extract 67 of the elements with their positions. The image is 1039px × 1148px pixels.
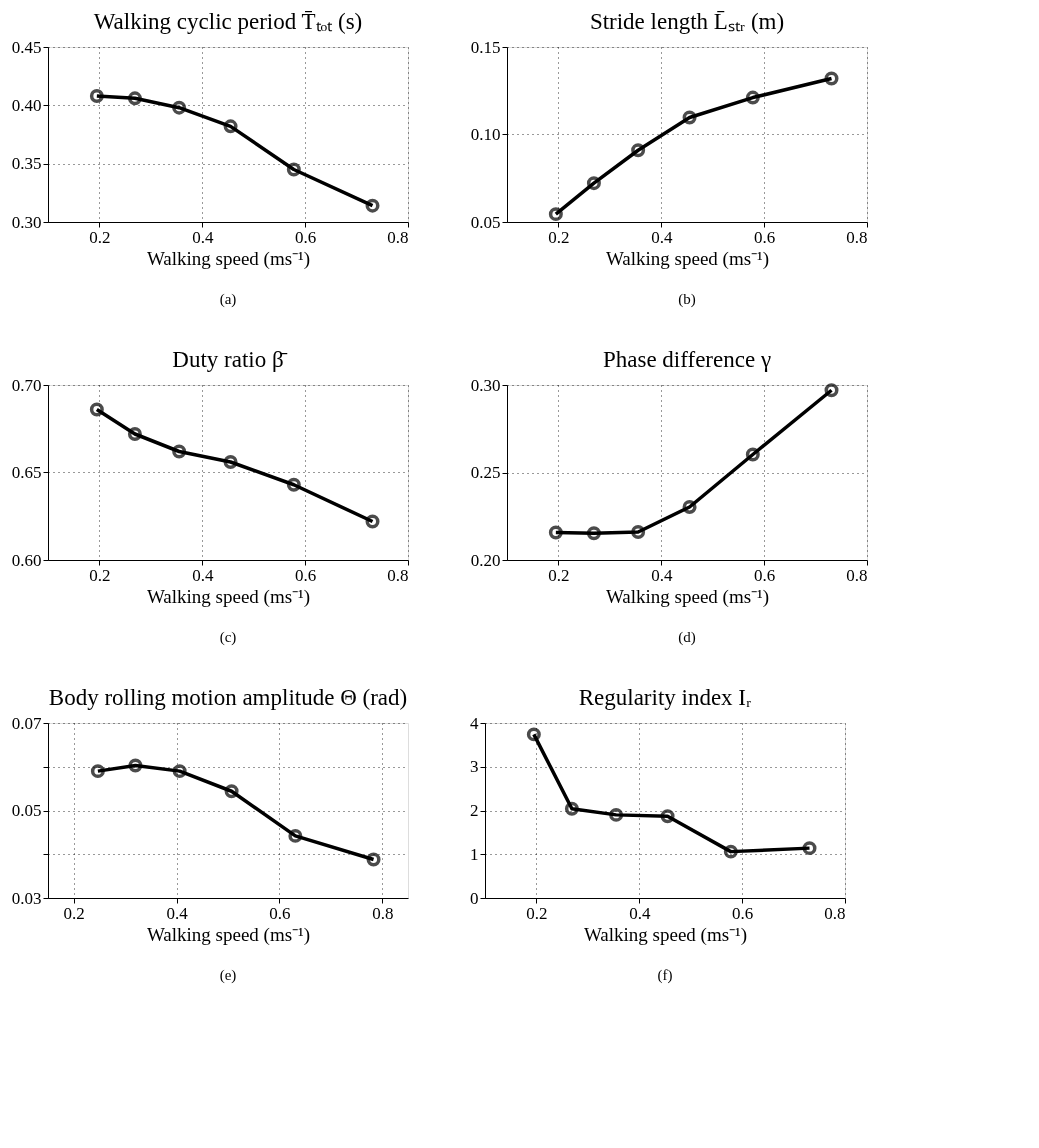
- x-axis-title: Walking speed (ms⁻¹): [605, 585, 770, 608]
- x-tick-label: 0.2: [548, 227, 570, 247]
- y-tick-label: 0.05: [11, 801, 42, 820]
- text: (e): [219, 967, 237, 984]
- y-tick-label: 0.45: [11, 37, 42, 57]
- chart-title: Duty ratio β̄: [172, 347, 288, 372]
- text: (d): [678, 629, 696, 646]
- text: (b): [678, 291, 696, 308]
- point: [224, 784, 239, 799]
- y-tick-label: 0.10: [470, 125, 501, 144]
- x-axis-title: Walking speed (ms⁻¹): [605, 247, 770, 270]
- y-tick-label: 0.20: [470, 550, 501, 570]
- x-tick-label: 0.4: [192, 227, 214, 247]
- y-tick-label: 0.25: [470, 463, 501, 482]
- y-tick-label: 1: [470, 844, 479, 864]
- chart-title: Stride length L̄ₛₜᵣ (m): [589, 9, 785, 34]
- y-tick-label: 0.07: [11, 713, 42, 733]
- y-tick-label: 0.65: [11, 463, 42, 482]
- y-tick-label: 4: [470, 713, 479, 733]
- chart-title: Walking cyclic period T̄ₜₒₜ (s): [93, 9, 363, 34]
- chart-title: Phase difference γ: [602, 347, 772, 372]
- x-tick-label: 0.8: [387, 565, 409, 585]
- text: (f): [657, 967, 673, 984]
- point: [128, 758, 143, 773]
- y-tick-label: 0: [470, 888, 479, 908]
- y-tick-label: 3: [470, 757, 479, 777]
- x-tick-label: 0.4: [629, 903, 651, 923]
- y-tick-label: 0.30: [470, 375, 501, 395]
- x-tick-label: 0.2: [89, 227, 111, 247]
- y-tick-label: 0.03: [11, 888, 42, 908]
- x-axis-title: Walking speed (ms⁻¹): [146, 585, 311, 608]
- x-tick-label: 0.4: [192, 565, 214, 585]
- x-tick-label: 0.2: [548, 565, 570, 585]
- y-tick-label: 0.70: [11, 375, 42, 395]
- x-tick-label: 0.2: [63, 903, 85, 923]
- x-tick-label: 0.4: [166, 903, 189, 923]
- x-axis-title: Walking speed (ms⁻¹): [583, 923, 748, 946]
- x-axis-title: Walking speed (ms⁻¹): [146, 247, 311, 270]
- chart-title: Regularity index Iᵣ: [578, 685, 752, 710]
- x-tick-label: 0.4: [651, 227, 673, 247]
- x-tick-label: 0.6: [754, 565, 776, 585]
- point: [288, 828, 303, 843]
- x-tick-label: 0.6: [295, 227, 317, 247]
- x-tick-label: 0.8: [372, 903, 394, 923]
- x-tick-label: 0.2: [89, 565, 111, 585]
- y-tick-label: 2: [470, 801, 479, 820]
- x-tick-label: 0.8: [387, 227, 409, 247]
- point: [172, 764, 187, 779]
- y-tick-label: 0.35: [11, 154, 42, 174]
- x-tick-label: 0.6: [754, 227, 776, 247]
- x-tick-label: 0.8: [846, 227, 868, 247]
- text: (c): [219, 629, 237, 646]
- y-tick-label: 0.60: [11, 550, 42, 570]
- x-axis-title: Walking speed (ms⁻¹): [146, 923, 311, 946]
- x-tick-label: 0.2: [526, 903, 548, 923]
- y-tick-label: 0.15: [470, 37, 501, 57]
- x-tick-label: 0.6: [269, 903, 291, 923]
- x-tick-label: 0.6: [295, 565, 317, 585]
- text: (a): [219, 291, 237, 308]
- y-tick-label: 0.30: [11, 212, 42, 232]
- y-tick-label: 0.40: [11, 95, 42, 115]
- x-tick-label: 0.8: [846, 565, 868, 585]
- chart-title: Body rolling motion amplitude Θ (rad): [48, 685, 408, 710]
- x-tick-label: 0.6: [732, 903, 754, 923]
- x-tick-label: 0.8: [824, 903, 846, 923]
- y-tick-label: 0.05: [470, 212, 501, 232]
- x-tick-label: 0.4: [651, 565, 673, 585]
